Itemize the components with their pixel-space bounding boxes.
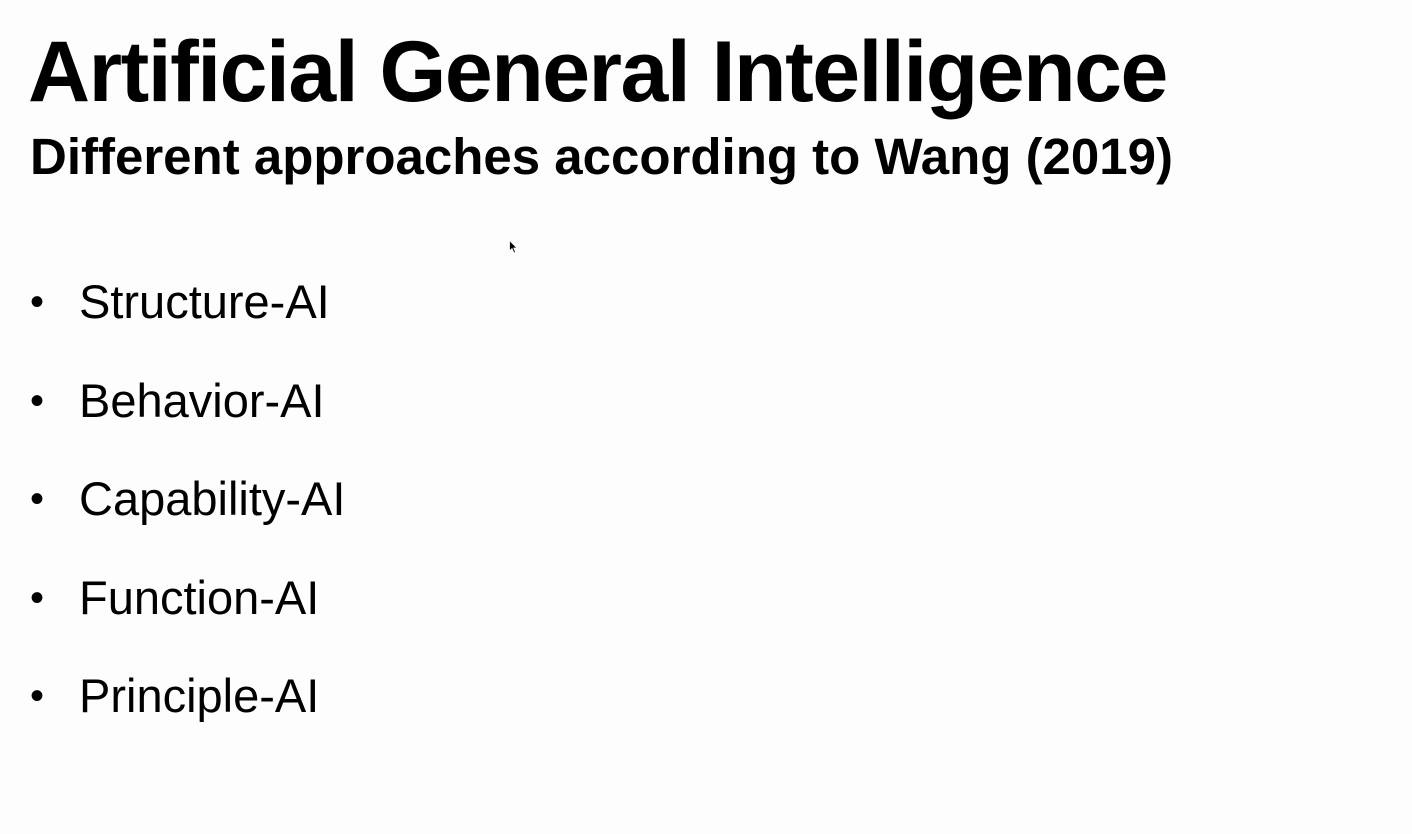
bullet-icon: • <box>30 280 45 324</box>
list-item-label: Function-AI <box>79 570 320 624</box>
list-item-label: Capability-AI <box>79 472 346 525</box>
slide-subtitle: Different approaches according to Wang (… <box>30 128 1173 185</box>
bullet-icon: • <box>30 674 45 718</box>
list-item-label: Structure-AI <box>79 275 330 328</box>
list-item-label: Behavior-AI <box>79 373 325 427</box>
bullet-icon: • <box>30 575 45 620</box>
mouse-pointer-icon <box>509 240 518 254</box>
slide-title: Artificial General Intelligence <box>28 24 1168 120</box>
bullet-icon: • <box>30 477 45 521</box>
list-item-label: Principle-AI <box>79 669 320 722</box>
bullet-icon: • <box>30 378 45 423</box>
